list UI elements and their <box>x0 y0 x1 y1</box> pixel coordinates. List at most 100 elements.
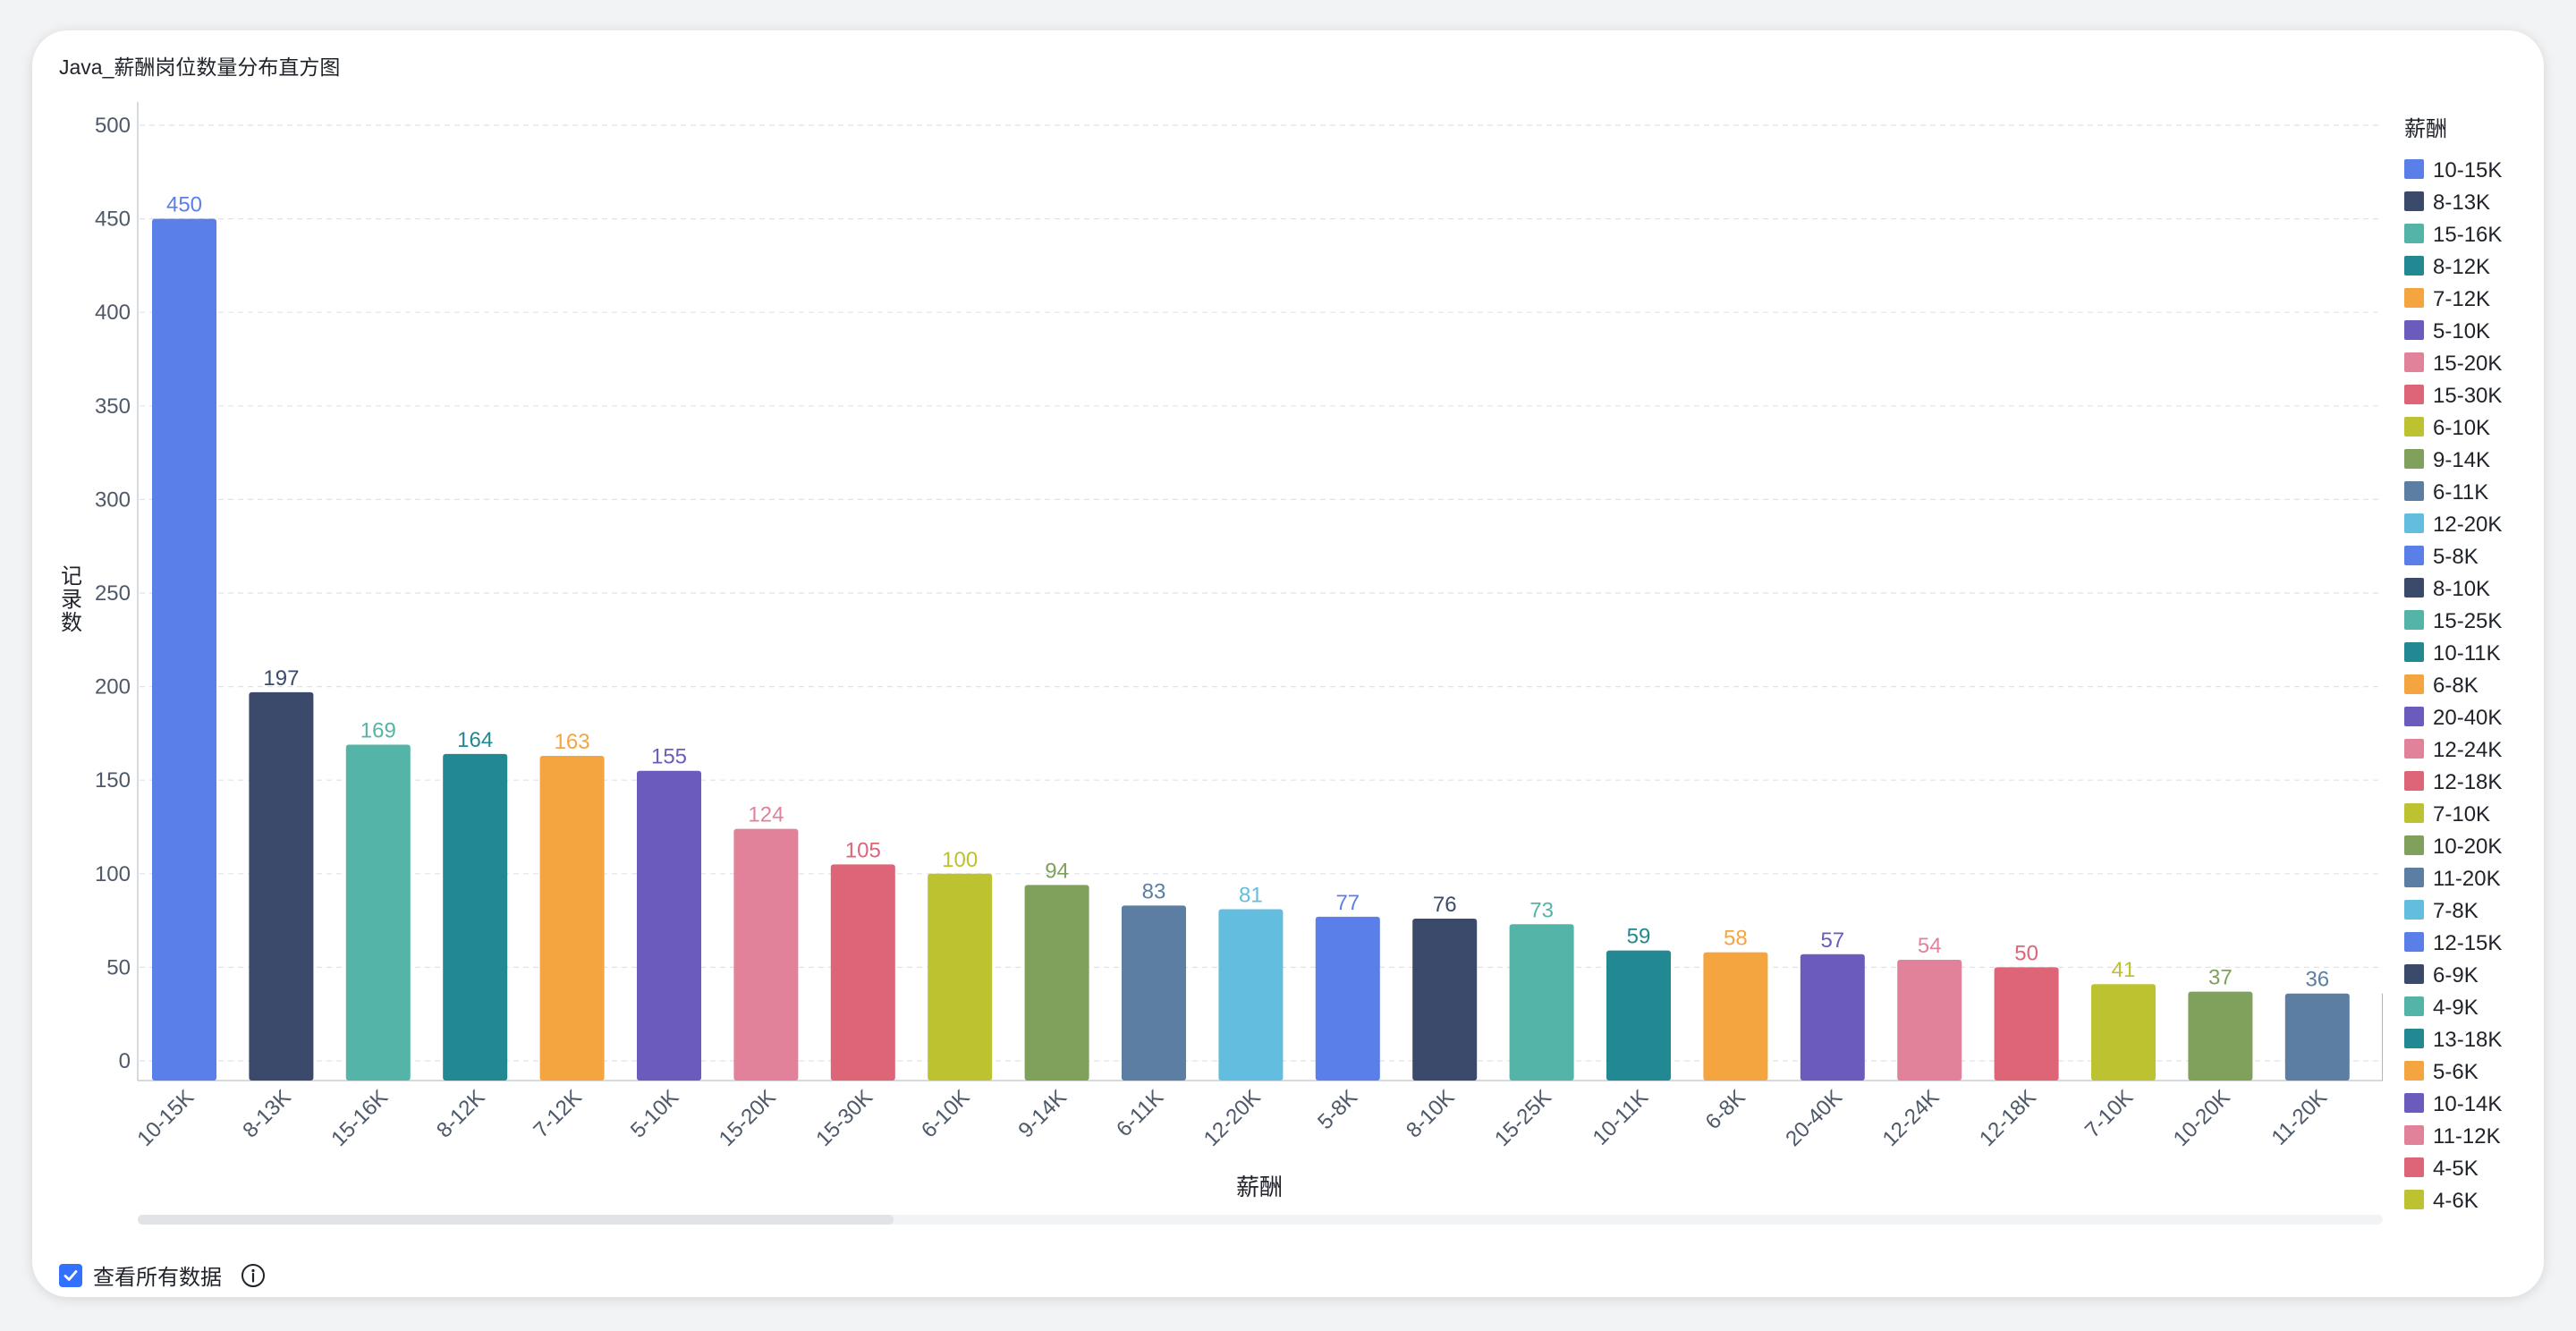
x-tick-label: 12-24K <box>1878 1085 1945 1151</box>
bar <box>443 753 508 1081</box>
legend-item[interactable]: 5-6K <box>2433 1060 2479 1084</box>
legend-item[interactable]: 8-10K <box>2433 577 2490 601</box>
data-label: 50 <box>2014 941 2038 965</box>
legend-item[interactable]: 6-9K <box>2433 963 2479 988</box>
x-tick-label: 10-11K <box>1589 1085 1654 1150</box>
legend-swatch <box>2404 159 2424 179</box>
legend-item[interactable]: 5-10K <box>2433 319 2490 343</box>
legend-item[interactable]: 9-14K <box>2433 448 2490 472</box>
legend-swatch <box>2404 481 2424 501</box>
y-tick-label: 100 <box>95 862 131 886</box>
legend-item[interactable]: 15-30K <box>2433 384 2502 408</box>
legend-item[interactable]: 10-15K <box>2433 158 2502 182</box>
legend-item[interactable]: 5-8K <box>2433 545 2479 569</box>
legend-item[interactable]: 6-8K <box>2433 674 2479 698</box>
scrollbar-thumb[interactable] <box>138 1215 894 1225</box>
legend-swatch <box>2404 739 2424 759</box>
data-label: 59 <box>1627 925 1651 949</box>
legend-swatch <box>2404 1061 2424 1081</box>
legend-swatch <box>2404 771 2424 791</box>
bar <box>1315 916 1380 1081</box>
bar <box>1024 885 1089 1081</box>
legend-swatch <box>2404 417 2424 437</box>
x-tick-label: 7-10K <box>2080 1085 2138 1142</box>
bar <box>1994 967 2059 1081</box>
data-label: 37 <box>2208 966 2233 990</box>
legend-swatch <box>2404 996 2424 1016</box>
legend-item[interactable]: 7-8K <box>2433 899 2479 923</box>
info-circle-icon[interactable] <box>240 1262 267 1289</box>
legend-item[interactable]: 10-14K <box>2433 1092 2502 1116</box>
legend-item[interactable]: 10-11K <box>2433 641 2501 666</box>
bar <box>2188 991 2253 1081</box>
bar <box>539 756 605 1081</box>
legend-item[interactable]: 7-12K <box>2433 287 2490 311</box>
legend-swatch <box>2404 707 2424 726</box>
legend-item[interactable]: 7-10K <box>2433 802 2490 827</box>
legend-item[interactable]: 15-20K <box>2433 352 2502 376</box>
legend-swatch <box>2404 288 2424 308</box>
legend-title: 薪酬 <box>2404 117 2447 141</box>
footer: 查看所有数据 <box>59 1259 267 1291</box>
legend-swatch <box>2404 1157 2424 1177</box>
legend-swatch <box>2404 900 2424 920</box>
data-label: 81 <box>1239 884 1263 908</box>
data-label: 83 <box>1142 879 1166 903</box>
legend-item[interactable]: 4-5K <box>2433 1157 2479 1181</box>
legend-item[interactable]: 4-6K <box>2433 1189 2479 1213</box>
legend-swatch <box>2404 256 2424 276</box>
bar <box>345 744 411 1081</box>
bar <box>249 691 314 1081</box>
bar <box>152 218 216 1081</box>
legend-item[interactable]: 20-40K <box>2433 706 2502 730</box>
legend-swatch <box>2404 964 2424 984</box>
legend-item[interactable]: 15-25K <box>2433 609 2502 633</box>
x-tick-label: 9-14K <box>1013 1085 1071 1142</box>
y-tick-label: 350 <box>95 394 131 419</box>
data-label: 124 <box>748 803 784 827</box>
legend-item[interactable]: 11-20K <box>2433 867 2501 891</box>
bar <box>2382 993 2383 1081</box>
y-axis-label: 数 <box>61 611 82 635</box>
legend-item[interactable]: 6-11K <box>2433 480 2488 504</box>
bar <box>1412 919 1478 1081</box>
x-tick-label: 15-20K <box>715 1085 781 1151</box>
legend-swatch <box>2404 513 2424 533</box>
data-label: 94 <box>1045 859 1069 883</box>
data-label: 155 <box>651 745 687 769</box>
legend-item[interactable]: 11-12K <box>2433 1124 2501 1149</box>
bar <box>1122 905 1186 1081</box>
bar <box>733 828 799 1081</box>
legend-item[interactable]: 8-12K <box>2433 255 2490 279</box>
x-tick-label: 5-10K <box>626 1085 683 1142</box>
view-all-data-checkbox[interactable] <box>59 1263 82 1287</box>
data-label: 169 <box>360 718 396 742</box>
y-tick-label: 200 <box>95 675 131 699</box>
legend-item[interactable]: 15-16K <box>2433 223 2502 247</box>
bar <box>1606 950 1671 1081</box>
y-axis-label: 录 <box>61 588 82 612</box>
data-label: 164 <box>457 728 493 752</box>
x-tick-label: 6-11K <box>1112 1085 1168 1141</box>
legend-item[interactable]: 4-9K <box>2433 996 2479 1020</box>
data-label: 54 <box>1918 934 1942 958</box>
legend-item[interactable]: 12-24K <box>2433 738 2502 762</box>
legend-item[interactable]: 8-13K <box>2433 191 2490 215</box>
legend-swatch <box>2404 642 2424 662</box>
data-label: 197 <box>263 666 299 691</box>
legend-item[interactable]: 12-15K <box>2433 931 2502 955</box>
legend-swatch <box>2404 1029 2424 1048</box>
data-label: 73 <box>1530 898 1554 922</box>
data-label: 58 <box>1724 927 1748 951</box>
legend-item[interactable]: 12-18K <box>2433 770 2502 794</box>
legend-item[interactable]: 6-10K <box>2433 416 2490 440</box>
data-label: 41 <box>2112 958 2136 982</box>
legend-item[interactable]: 12-20K <box>2433 513 2502 537</box>
bar <box>1703 952 1768 1081</box>
legend-swatch <box>2404 449 2424 469</box>
data-label: 57 <box>1820 928 1844 953</box>
checkbox-label[interactable]: 查看所有数据 <box>93 1266 222 1290</box>
legend-item[interactable]: 13-18K <box>2433 1028 2502 1052</box>
x-tick-label: 15-25K <box>1490 1085 1556 1151</box>
legend-item[interactable]: 10-20K <box>2433 835 2502 859</box>
